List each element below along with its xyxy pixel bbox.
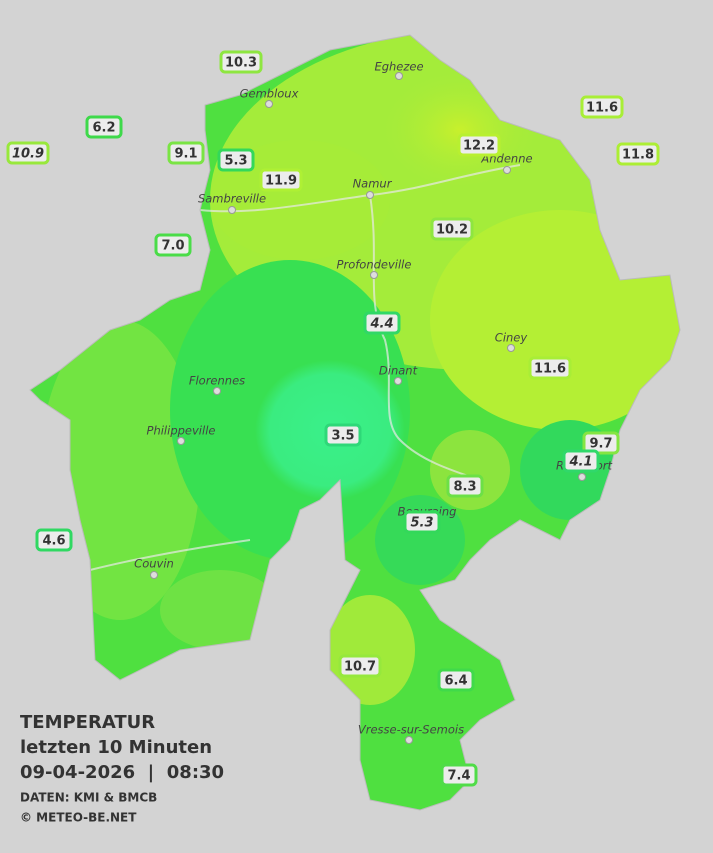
station-box — [217, 148, 255, 172]
station-temperature: 9.1 — [174, 147, 197, 162]
city-label: Sambreville — [198, 192, 266, 206]
station-box — [562, 449, 600, 473]
city-label: Eghezee — [374, 60, 423, 74]
station-temperature: 3.5 — [331, 429, 354, 444]
station-temperature: 6.2 — [92, 121, 115, 136]
station-temperature: 10.7 — [344, 660, 376, 675]
datetime: 09-04-2026 | 08:30 — [20, 762, 224, 783]
station-temperature: 11.6 — [534, 362, 566, 377]
station-box — [338, 654, 382, 678]
station-temperature: 9.7 — [589, 437, 612, 452]
city-dot — [370, 271, 378, 279]
station-box — [219, 50, 263, 74]
station-temperature: 7.4 — [447, 769, 470, 784]
station-temperature: 6.4 — [444, 674, 467, 689]
station-temperature: 10.2 — [436, 223, 468, 238]
period: letzten 10 Minuten — [20, 737, 212, 758]
city-dot — [228, 206, 236, 214]
city-dot — [395, 72, 403, 80]
station-temperature: 8.3 — [453, 480, 476, 495]
source: DATEN: KMI & BMCB — [20, 791, 157, 805]
station-box — [580, 95, 624, 119]
station-temperature: 7.0 — [161, 239, 184, 254]
city-dot — [394, 377, 402, 385]
station-temperature: 5.3 — [224, 154, 247, 169]
station-temperature: 4.4 — [369, 317, 393, 332]
station-box — [430, 217, 474, 241]
station-box — [154, 233, 192, 257]
station-temperature: 11.9 — [265, 174, 297, 189]
city-dot — [177, 437, 185, 445]
station-temperature: 4.6 — [42, 534, 65, 549]
station-layer: 10.3 6.2 10.9 9.1 5.3 11.9 7.0 12.2 11.6 11.8 10.2… — [6, 50, 660, 787]
city-dot — [366, 191, 374, 199]
title: TEMPERATUR — [20, 712, 155, 733]
station-box — [440, 763, 478, 787]
copyright: © METEO-BE.NET — [20, 811, 137, 825]
city-label: Namur — [353, 177, 393, 191]
city-label: Profondeville — [337, 258, 412, 272]
city-dot — [578, 473, 586, 481]
station-temperature: 11.6 — [586, 101, 618, 116]
station-temperature: 12.2 — [463, 139, 495, 154]
city-label: Ciney — [495, 331, 528, 345]
station-box — [259, 168, 303, 192]
city-dot — [213, 387, 221, 395]
city-dot — [265, 100, 273, 108]
station-box — [437, 668, 475, 692]
city-label: Dinant — [379, 364, 418, 378]
city-dot — [503, 166, 511, 174]
station-box — [403, 510, 441, 534]
station-box — [85, 115, 123, 139]
station-box — [167, 141, 205, 165]
station-box — [446, 474, 484, 498]
station-box — [6, 141, 50, 165]
station-box — [35, 528, 73, 552]
city-dot — [405, 736, 413, 744]
station-box — [616, 142, 660, 166]
station-box — [324, 423, 362, 447]
city-label: Couvin — [134, 557, 174, 571]
station-temperature: 10.9 — [12, 147, 44, 162]
city-label: Florennes — [189, 374, 245, 388]
station-box — [528, 356, 572, 380]
station-box — [457, 133, 501, 157]
station-box — [582, 431, 620, 455]
city-label: Philippeville — [147, 424, 216, 438]
station-temperature: 4.1 — [568, 455, 592, 470]
station-temperature: 5.3 — [410, 516, 433, 531]
city-dot — [507, 344, 515, 352]
city-dot — [150, 571, 158, 579]
station-temperature: 11.8 — [622, 148, 654, 163]
city-label: Gembloux — [240, 87, 299, 101]
city-label: Vresse-sur-Semois — [358, 723, 464, 737]
station-box — [363, 311, 401, 335]
station-temperature: 10.3 — [225, 56, 257, 71]
